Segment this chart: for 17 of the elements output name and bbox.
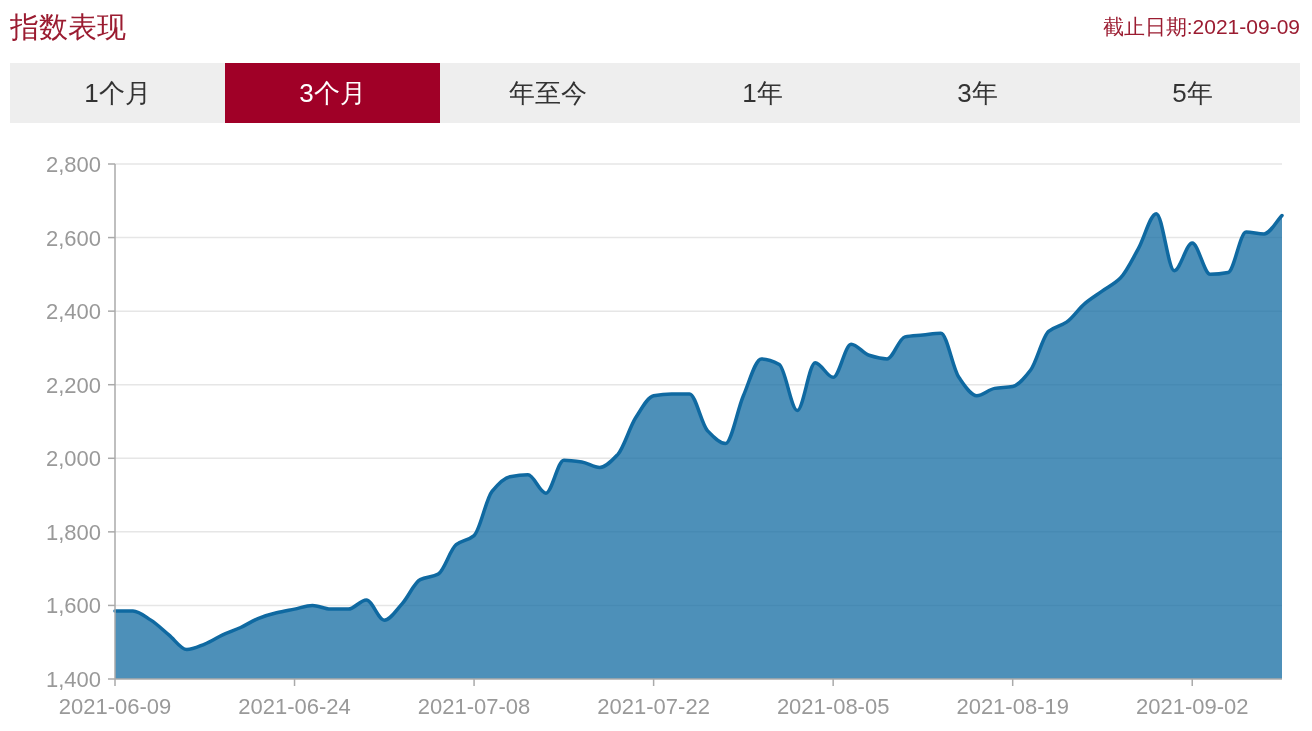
ytick: 1,800 <box>45 519 101 545</box>
ytick: 2,400 <box>45 299 101 325</box>
xtick: 2021-06-09 <box>58 694 172 719</box>
note: 截止日期:2021-09-09 <box>1102 15 1300 38</box>
xtick: 2021-07-22 <box>597 694 710 719</box>
ytick: 2,200 <box>45 372 101 398</box>
xtick: 2021-08-19 <box>956 694 1069 719</box>
ytick: 1,600 <box>45 593 101 619</box>
xtick: 2021-07-08 <box>417 694 531 719</box>
xtick: 2021-08-05 <box>776 694 890 719</box>
xtick: 2021-06-24 <box>238 694 351 719</box>
title: 指数表现 <box>10 11 126 43</box>
ytick: 1,400 <box>45 667 101 692</box>
ytick: 2,000 <box>45 446 101 472</box>
ytick: 2,800 <box>45 152 101 177</box>
xtick: 2021-09-02 <box>1135 694 1249 719</box>
ytick: 2,600 <box>45 225 101 251</box>
